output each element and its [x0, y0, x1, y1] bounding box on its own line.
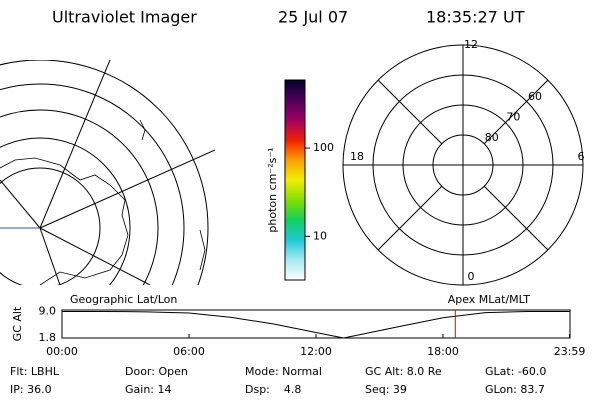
title: Ultraviolet Imager [52, 8, 197, 27]
mlt-label: 18 [350, 150, 364, 163]
polar-diagonal [483, 79, 549, 145]
status-field: Dsp: 4.8 [245, 383, 301, 396]
lat-label: 80 [485, 131, 499, 144]
status-field: GC Alt: 8.0 Re [365, 365, 442, 378]
x-tick-label: 12:00 [300, 345, 332, 358]
status-field: Seq: 39 [365, 383, 407, 396]
geo-map [0, 60, 215, 285]
status-field: Mode: Normal [245, 365, 322, 378]
lat-label: 60 [528, 90, 542, 103]
x-tick-label: 00:00 [46, 345, 78, 358]
colorbar-tick-label: 100 [313, 141, 334, 154]
time: 18:35:27 UT [426, 8, 525, 27]
polar-diagonal [377, 185, 443, 251]
left-label: Geographic Lat/Lon [70, 293, 177, 306]
x-tick-label: 18:00 [427, 345, 459, 358]
mlt-label: 0 [468, 270, 475, 283]
lat-label: 70 [506, 110, 520, 123]
status-field: GLat: -60.0 [485, 365, 546, 378]
status-field: GLon: 83.7 [485, 383, 545, 396]
colorbar-label: photon cm⁻²s⁻¹ [266, 147, 279, 232]
status-field: IP: 36.0 [10, 383, 52, 396]
colorbar [284, 79, 306, 281]
status-field: Door: Open [125, 365, 188, 378]
colorbar-tick-label: 10 [313, 229, 327, 242]
plot-frame [61, 309, 571, 339]
alt-line [62, 310, 570, 339]
polar-diagonal [483, 185, 549, 251]
x-tick-label: 23:59 [554, 345, 586, 358]
polar-diagonal [377, 79, 443, 145]
mlt-label: 12 [464, 38, 478, 51]
timeline: Geographic Lat/Lon Apex MLat/MLT GC Alt 1.8… [11, 293, 585, 358]
right-label: Apex MLat/MLT [448, 293, 531, 306]
mlt-label: 6 [578, 150, 585, 163]
y-label: GC Alt [11, 306, 24, 341]
date: 25 Jul 07 [278, 8, 348, 27]
footer: Flt: LBHL IP: 36.0 Door: Open Gain: 14 Mode:… [10, 365, 546, 396]
status-field: Gain: 14 [125, 383, 172, 396]
y-tick-label: 9.0 [39, 304, 57, 317]
x-tick-label: 06:00 [173, 345, 205, 358]
y-tick-label: 1.8 [39, 331, 57, 344]
status-field: Flt: LBHL [10, 365, 60, 378]
